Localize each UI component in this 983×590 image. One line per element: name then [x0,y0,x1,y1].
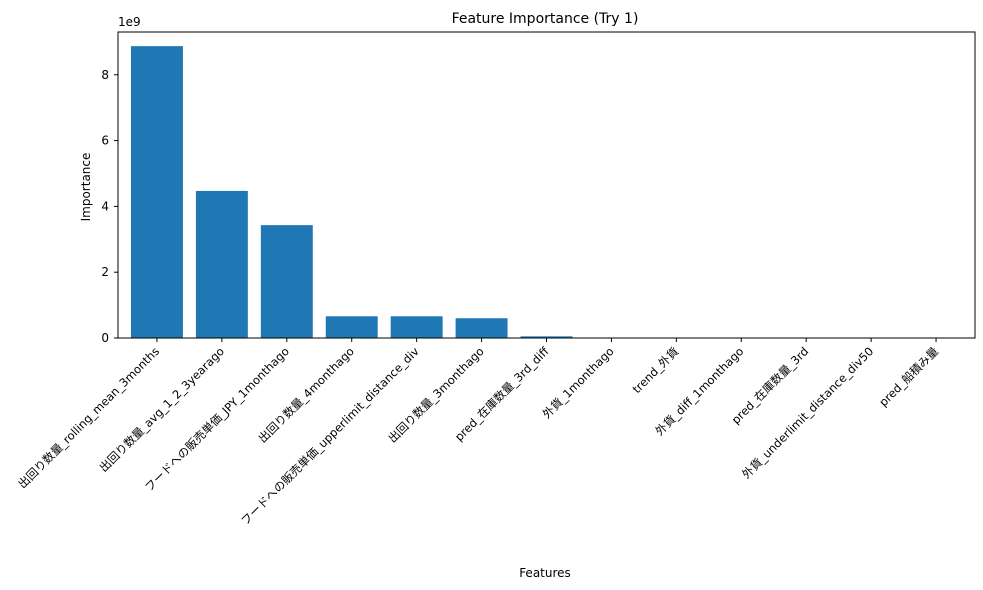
plot-frame [117,31,976,339]
x-tick-label: フードへの販売単価_JPY_1monthago [142,344,292,494]
bars-group [130,46,963,339]
x-axis-ticks: 出回り数量_rolling_mean_3months出回り数量_avg_1_2_… [15,338,941,528]
bar [130,46,183,339]
x-tick-label: pred_船積み量 [876,344,941,409]
y-axis-label: Importance [79,153,93,222]
y-tick-label: 6 [101,134,109,148]
chart-title: Feature Importance (Try 1) [452,11,639,27]
bar [325,316,378,338]
y-axis-ticks: 0 2 4 6 8 [101,68,118,345]
y-offset-label: 1e9 [118,15,141,29]
x-tick-label: 出回り数量_avg_1_2_3yearago [96,344,227,475]
bar [390,316,443,338]
bar [195,190,248,338]
bar [520,336,573,338]
bar [455,318,508,338]
x-tick-label: 外貨_underlimit_distance_div50 [739,344,876,481]
x-tick-label: 出回り数量_rolling_mean_3months [15,344,162,491]
x-tick-label: trend_外貨 [630,344,682,396]
y-tick-label: 4 [101,199,109,213]
y-tick-label: 8 [101,68,109,82]
y-tick-label: 2 [101,265,109,279]
bar [260,225,313,338]
x-tick-label: 外貨_1monthago [540,344,617,421]
x-axis-label: Features [519,566,571,580]
y-tick-label: 0 [101,331,109,345]
